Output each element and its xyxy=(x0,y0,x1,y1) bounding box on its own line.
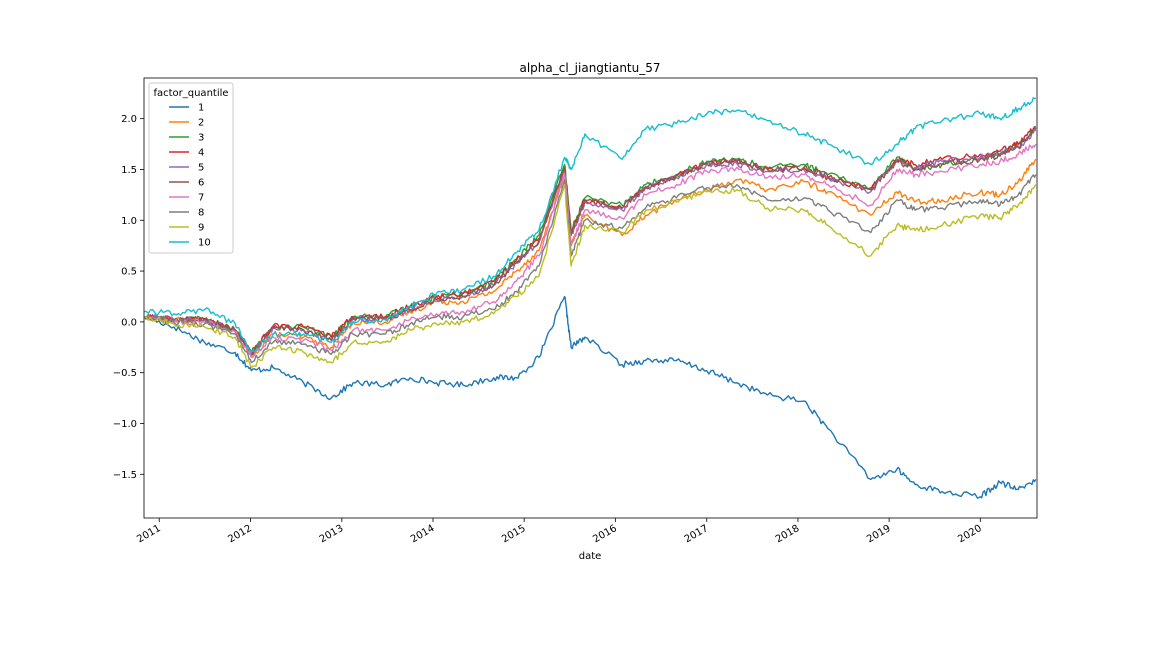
series-line-6 xyxy=(143,126,1037,356)
y-tick-label: −0.5 xyxy=(113,368,137,379)
legend-label-2: 2 xyxy=(198,118,204,129)
series-layer xyxy=(143,97,1037,499)
legend: factor_quantile 1 2 3 4 5 6 7 8 9 10 xyxy=(148,82,234,254)
y-tick-label: 2.0 xyxy=(121,114,137,125)
x-tick-label: 2015 xyxy=(500,523,528,545)
x-tick-label: 2017 xyxy=(683,523,711,545)
x-tick-label: 2013 xyxy=(318,523,346,545)
x-tick-label: 2011 xyxy=(135,523,163,545)
x-tick-label: 2014 xyxy=(409,523,437,545)
legend-label-4: 4 xyxy=(198,148,204,159)
legend-label-3: 3 xyxy=(198,133,204,144)
y-axis: −1.5 −1.0 −0.5 0.0 0.5 1.0 1.5 2.0 xyxy=(113,114,144,481)
series-line-8 xyxy=(143,174,1037,364)
x-tick-label: 2019 xyxy=(865,523,893,545)
series-line-7 xyxy=(143,143,1037,359)
series-line-5 xyxy=(143,129,1037,356)
legend-items: 1 2 3 4 5 6 7 8 9 10 xyxy=(169,103,211,249)
y-tick-label: 0.0 xyxy=(121,317,137,328)
x-tick-label: 2016 xyxy=(591,523,619,545)
series-line-10 xyxy=(143,97,1036,354)
series-line-1 xyxy=(143,295,1037,499)
y-tick-label: 1.5 xyxy=(121,165,137,176)
y-tick-label: −1.0 xyxy=(113,419,137,430)
y-tick-label: −1.5 xyxy=(113,470,137,481)
legend-label-6: 6 xyxy=(198,178,204,189)
legend-label-5: 5 xyxy=(198,163,204,174)
legend-label-1: 1 xyxy=(198,103,204,114)
chart-title: alpha_cl_jiangtiantu_57 xyxy=(519,61,660,75)
x-axis-label: date xyxy=(579,551,602,562)
legend-label-9: 9 xyxy=(198,223,204,234)
y-tick-label: 1.0 xyxy=(121,216,137,227)
legend-label-8: 8 xyxy=(198,208,204,219)
legend-title: factor_quantile xyxy=(153,88,228,99)
plot-frame xyxy=(143,77,1038,519)
legend-label-10: 10 xyxy=(198,238,211,249)
x-axis: 2011 2012 2013 2014 2015 2016 2017 2018 2019 2020 xyxy=(135,518,984,545)
legend-label-7: 7 xyxy=(198,193,204,204)
x-tick-label: 2020 xyxy=(956,523,984,545)
series-line-9 xyxy=(143,184,1037,369)
y-tick-label: 0.5 xyxy=(121,267,137,278)
x-tick-label: 2012 xyxy=(226,523,254,545)
x-tick-label: 2018 xyxy=(774,523,802,545)
legend-box xyxy=(148,82,234,254)
